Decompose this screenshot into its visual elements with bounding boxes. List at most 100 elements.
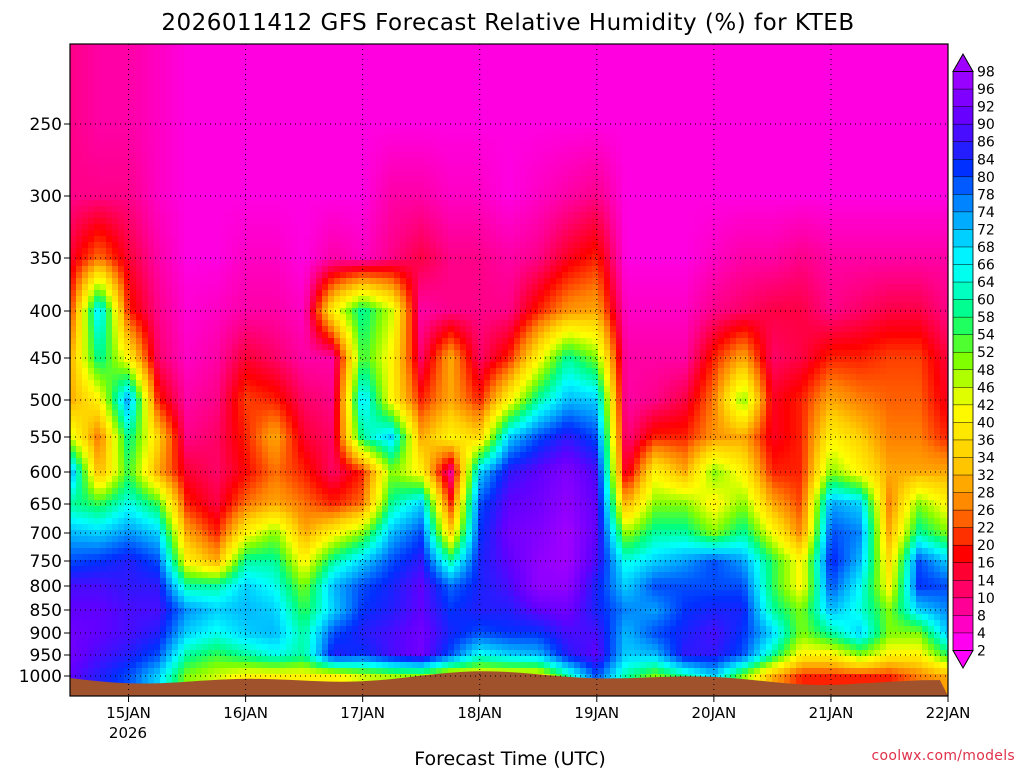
heatmap-cell [832,218,839,225]
heatmap-cell [76,212,83,219]
heatmap-cell [598,164,605,171]
heatmap-cell [652,122,659,129]
heatmap-cell [790,50,797,57]
heatmap-cell [850,218,857,225]
heatmap-cell [202,206,209,213]
heatmap-cell [532,104,539,111]
heatmap-cell [580,104,587,111]
heatmap-cell [802,230,809,237]
heatmap-cell [934,152,941,159]
heatmap-cell [172,158,179,165]
heatmap-cell [664,92,671,99]
heatmap-cell [70,146,77,153]
heatmap-cell [106,242,113,249]
heatmap-cell [664,224,671,231]
heatmap-cell [208,242,215,249]
heatmap-cell [220,98,227,105]
heatmap-cell [574,92,581,99]
heatmap-cell [184,98,191,105]
heatmap-cell [466,110,473,117]
heatmap-cell [442,212,449,219]
heatmap-cell [754,44,761,51]
heatmap-cell [214,200,221,207]
heatmap-cell [838,170,845,177]
heatmap-cell [478,98,485,105]
heatmap-cell [832,116,839,123]
heatmap-cell [910,218,917,225]
heatmap-cell [226,104,233,111]
heatmap-cell [238,158,245,165]
heatmap-cell [766,158,773,165]
heatmap-cell [424,98,431,105]
heatmap-cell [724,182,731,189]
heatmap-cell [640,122,647,129]
heatmap-cell [892,104,899,111]
heatmap-cell [166,98,173,105]
heatmap-cell [730,224,737,231]
heatmap-cell [472,62,479,69]
heatmap-cell [244,62,251,69]
heatmap-cell [784,206,791,213]
heatmap-cell [196,146,203,153]
heatmap-cell [646,86,653,93]
heatmap-cell [880,134,887,141]
heatmap-cell [946,110,948,117]
heatmap-cell [304,236,311,243]
heatmap-cell [544,122,551,129]
heatmap-cell [388,242,395,249]
heatmap-cell [274,158,281,165]
heatmap-cell [850,86,857,93]
heatmap-cell [946,188,948,195]
heatmap-cell [880,104,887,111]
heatmap-cell [862,152,869,159]
heatmap-cell [466,122,473,129]
heatmap-cell [496,140,503,147]
heatmap-cell [472,122,479,129]
heatmap-cell [856,206,863,213]
heatmap-cell [652,152,659,159]
heatmap-cell [742,50,749,57]
heatmap-cell [160,116,167,123]
heatmap-cell [520,92,527,99]
heatmap-cell [832,50,839,57]
heatmap-cell [700,170,707,177]
heatmap-cell [352,62,359,69]
heatmap-cell [844,122,851,129]
heatmap-cell [472,50,479,57]
heatmap-cell [928,56,935,63]
heatmap-cell [430,98,437,105]
heatmap-cell [628,236,635,243]
heatmap-cell [310,206,317,213]
heatmap-cell [940,80,947,87]
heatmap-cell [562,80,569,87]
heatmap-cell [244,134,251,141]
heatmap-cell [286,188,293,195]
heatmap-cell [322,134,329,141]
heatmap-cell [838,164,845,171]
heatmap-cell [622,56,629,63]
heatmap-cell [574,170,581,177]
heatmap-cell [862,224,869,231]
heatmap-cell [904,158,911,165]
heatmap-cell [736,194,743,201]
heatmap-cell [496,74,503,81]
heatmap-cell [934,50,941,57]
heatmap-cell [730,218,737,225]
heatmap-cell [736,74,743,81]
heatmap-cell [262,74,269,81]
heatmap-cell [670,86,677,93]
heatmap-cell [502,158,509,165]
heatmap-cell [208,206,215,213]
heatmap-cell [586,188,593,195]
heatmap-cell [310,224,317,231]
heatmap-cell [316,176,323,183]
heatmap-cell [94,170,101,177]
heatmap-cell [310,194,317,201]
heatmap-cell [640,116,647,123]
heatmap-cell [262,158,269,165]
heatmap-cell [868,44,875,51]
heatmap-cell [130,182,137,189]
heatmap-cell [226,200,233,207]
heatmap-cell [592,140,599,147]
heatmap-cell [748,158,755,165]
